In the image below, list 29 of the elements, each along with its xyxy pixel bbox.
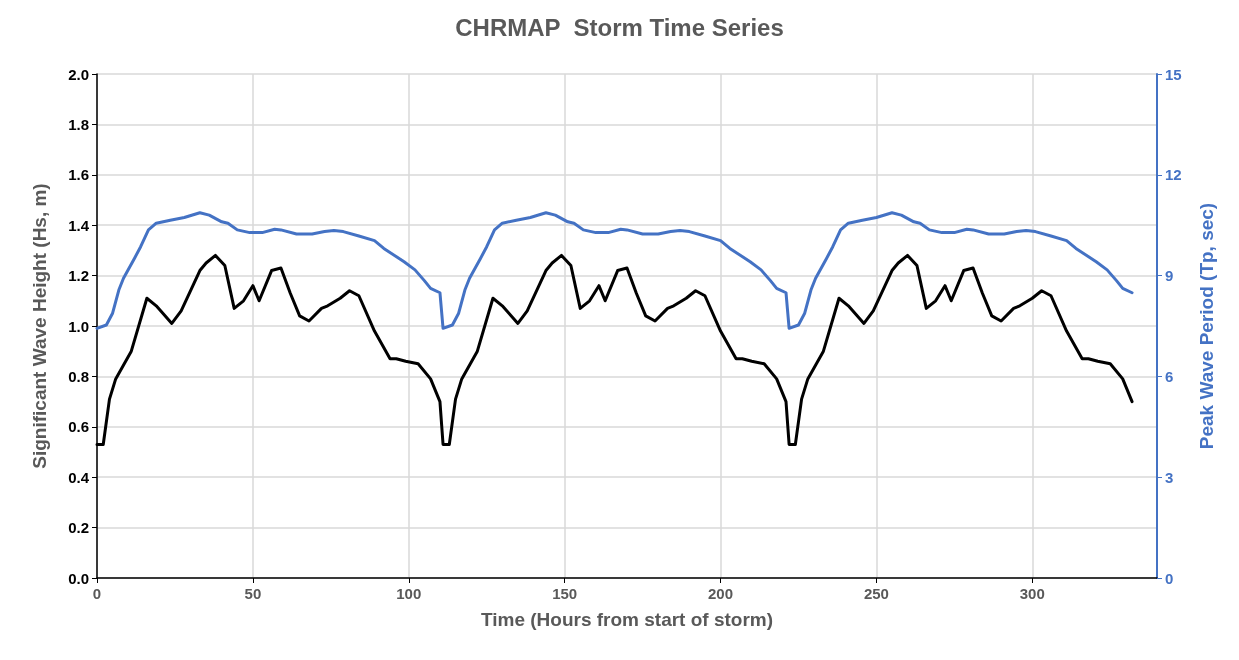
y2-tick-label: 0 (1165, 569, 1174, 587)
y-tick-label: 1.8 (68, 115, 89, 133)
y-tick-label: 1.4 (68, 216, 90, 234)
y-tick-label: 2.0 (68, 65, 89, 83)
x-tick-label: 0 (92, 585, 102, 602)
y-tick-label: 1.6 (68, 166, 89, 184)
y-tick-label: 0.8 (68, 367, 89, 385)
x-tick-label: 50 (244, 585, 262, 602)
y2-axis-title: Peak Wave Period (Tp, sec) (1196, 202, 1217, 450)
y-tick-label: 0.2 (68, 519, 89, 537)
chart-title: CHRMAP Storm Time Series (455, 13, 784, 41)
line-series (95, 211, 1134, 330)
x-tick-label: 100 (396, 585, 422, 602)
x-tick-label: 250 (863, 585, 889, 602)
y-tick-label: 1.2 (68, 267, 89, 285)
y-tick-label: 0.0 (68, 569, 89, 587)
x-axis-title: Time (Hours from start of storm) (480, 609, 774, 630)
y2-tick-label: 9 (1165, 267, 1174, 285)
x-tick-label: 150 (552, 585, 578, 602)
y-tick-label: 0.4 (68, 468, 90, 486)
y-tick-label: 0.6 (68, 418, 89, 436)
x-tick-label: 300 (1019, 585, 1045, 602)
y-axis-title: Significant Wave Height (Hs, m) (29, 183, 50, 469)
y2-tick-label: 15 (1165, 65, 1182, 83)
y2-tick-label: 3 (1165, 468, 1174, 486)
y2-tick-label: 12 (1165, 166, 1182, 184)
y-tick-label: 1.0 (68, 317, 89, 335)
y2-tick-label: 6 (1165, 367, 1174, 385)
x-tick-label: 200 (708, 585, 734, 602)
